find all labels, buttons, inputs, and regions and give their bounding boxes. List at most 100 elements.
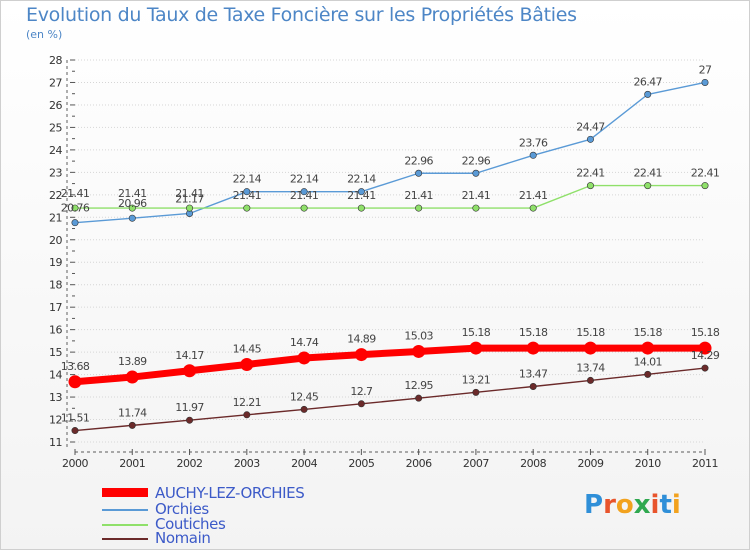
data-point [472,204,480,212]
x-tick-label: 2001 [119,457,145,470]
y-tick-label: 12 [49,414,62,427]
data-label: 12.45 [290,390,319,403]
data-point [300,188,308,196]
data-label: 21.41 [61,187,90,200]
x-tick-label: 2006 [406,457,432,470]
x-tick-label: 2005 [348,457,374,470]
data-point [586,135,594,143]
series-line-orchies [74,81,706,224]
legend-label-orchies: Orchies [155,500,209,518]
data-label: 13.68 [61,360,90,373]
data-point [128,214,136,222]
data-point [586,182,594,190]
y-axis-unit: (en %) [26,28,63,41]
y-tick-label: 21 [49,211,62,224]
data-label: 20.76 [61,202,90,215]
y-tick-label: 26 [49,99,62,112]
series-line-auchy-lez-orchies [74,344,705,386]
data-label: 15.03 [404,329,433,342]
data-label: 14.45 [233,342,262,355]
x-tick-label: 2004 [291,457,317,470]
data-point [415,169,423,177]
data-point [415,394,423,402]
data-point [529,151,537,159]
data-label: 21.41 [175,187,204,200]
data-label: 22.14 [233,173,262,186]
x-tick-label: 2007 [463,457,489,470]
data-label: 12.21 [233,396,262,409]
x-tick-label: 2008 [520,457,546,470]
data-label: 22.96 [462,154,491,167]
data-label: 15.18 [462,326,491,339]
data-point [644,370,652,378]
data-label: 22.14 [290,173,319,186]
logo-letter: x [633,490,651,520]
data-label: 13.74 [576,361,605,374]
data-label: 12.7 [350,385,373,398]
data-label: 22.41 [633,167,662,180]
data-point [526,341,540,355]
data-point [357,204,365,212]
data-point [243,411,251,419]
x-tick-label: 2002 [177,457,203,470]
data-label: 14.74 [290,336,319,349]
legend-swatch-auchy [102,488,148,497]
data-point [586,376,594,384]
legend-label-auchy: AUCHY-LEZ-ORCHIES [155,484,305,502]
x-tick-label: 2009 [577,457,603,470]
data-label: 15.18 [519,326,548,339]
data-point [300,204,308,212]
x-tick-label: 2011 [692,457,718,470]
data-point [128,204,136,212]
data-point [472,388,480,396]
y-tick-label: 25 [49,121,62,134]
y-tick-label: 20 [49,234,62,247]
legend-label-coutiches: Coutiches [155,515,226,533]
data-point [186,204,194,212]
y-tick-label: 15 [49,346,62,359]
y-tick-label: 22 [49,189,62,202]
data-label: 22.41 [576,167,605,180]
data-label: 20.96 [118,197,147,210]
data-label: 12.95 [404,379,433,392]
legend-swatch-nomain [102,538,148,540]
y-tick-label: 17 [49,301,62,314]
data-label: 21.41 [233,189,262,202]
y-tick-label: 13 [49,391,62,404]
data-label: 14.89 [347,333,376,346]
data-point [641,341,655,355]
logo-letter: r [603,490,616,520]
legend-label-nomain: Nomain [155,529,211,547]
data-label: 22.41 [691,167,720,180]
data-label: 21.41 [404,189,433,202]
data-point [186,416,194,424]
data-point [71,219,79,227]
data-point [297,351,311,365]
y-tick-label: 28 [49,54,62,67]
legend-swatch-orchies [102,509,148,511]
data-label: 26.47 [633,75,662,88]
legend-swatch-coutiches [102,524,148,526]
data-point [529,204,537,212]
data-point [71,204,79,212]
logo-letter: t [659,490,672,520]
proxiti-logo: Proxiti [584,490,681,520]
data-label: 11.51 [61,412,90,425]
data-label: 14.17 [175,349,204,362]
logo-letter: P [584,490,604,520]
y-tick-label: 23 [49,166,62,179]
data-point [472,169,480,177]
data-label: 27 [699,63,712,76]
data-point [469,341,483,355]
data-point [698,341,712,355]
chart-title: Evolution du Taux de Taxe Foncière sur l… [26,4,577,26]
data-label: 15.18 [576,326,605,339]
data-point [357,188,365,196]
y-tick-label: 27 [49,76,62,89]
data-label: 14.01 [633,355,662,368]
data-label: 11.74 [118,406,147,419]
x-tick-label: 2010 [635,457,661,470]
data-label: 15.18 [633,326,662,339]
data-point [701,78,709,86]
